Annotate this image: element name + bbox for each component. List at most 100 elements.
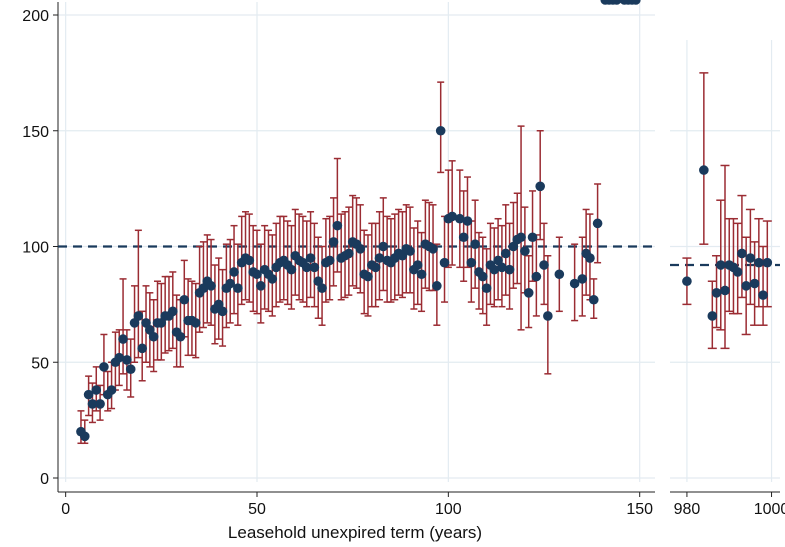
data-point <box>363 271 373 282</box>
data-point <box>682 276 692 287</box>
data-point <box>83 389 94 400</box>
data-point <box>523 288 534 298</box>
data-point <box>267 274 278 284</box>
gridlines <box>58 2 780 482</box>
data-point <box>455 213 465 224</box>
data-point <box>344 248 354 259</box>
data-point <box>416 269 427 280</box>
data-point <box>133 311 144 321</box>
data-point <box>122 355 132 365</box>
data-point <box>707 311 718 321</box>
data-point <box>286 264 297 275</box>
data-point <box>106 385 117 395</box>
error-bars <box>77 0 772 445</box>
data-point <box>470 239 480 249</box>
data-point <box>225 278 236 289</box>
data-point <box>405 246 415 256</box>
data-point <box>711 288 722 298</box>
data-point <box>256 281 266 291</box>
data-point <box>466 257 477 268</box>
y-tick-label: 0 <box>40 471 49 488</box>
y-tick-label: 50 <box>31 355 49 372</box>
data-point <box>715 260 726 270</box>
data-point <box>732 267 743 277</box>
data-point <box>762 257 773 268</box>
data-point <box>737 248 747 259</box>
data-point <box>95 399 105 409</box>
data-point <box>233 283 243 293</box>
data-point <box>175 331 186 342</box>
data-point <box>720 285 730 296</box>
data-point <box>412 260 423 270</box>
data-point <box>317 283 327 293</box>
data-point <box>301 262 312 273</box>
data-point <box>370 262 381 273</box>
data-point <box>481 283 492 293</box>
data-point <box>569 278 580 289</box>
x-tick-label: 0 <box>61 501 70 518</box>
data-point <box>758 290 768 300</box>
data-point <box>477 271 488 282</box>
data-point <box>543 311 553 321</box>
data-point <box>114 352 125 363</box>
data-point <box>754 257 764 268</box>
data-point <box>137 343 147 354</box>
data-point <box>148 331 159 342</box>
x-tick-label: 150 <box>626 501 653 518</box>
data-point <box>592 218 603 229</box>
data-point <box>611 0 622 5</box>
data-point <box>588 294 599 305</box>
data-point <box>435 125 446 136</box>
data-point <box>500 248 511 259</box>
data-point <box>741 281 751 291</box>
data-point <box>428 244 438 254</box>
data-point <box>125 364 136 374</box>
data-point <box>374 253 385 263</box>
data-point <box>631 0 641 5</box>
data-point <box>217 306 228 317</box>
y-tick-label: 150 <box>22 124 49 141</box>
data-point <box>168 306 178 317</box>
data-point <box>585 253 595 263</box>
y-tick-label: 100 <box>22 240 49 257</box>
data-point <box>252 269 262 280</box>
data-point <box>118 334 128 344</box>
data-point <box>458 232 469 243</box>
data-point <box>244 255 255 266</box>
data-point <box>504 264 515 275</box>
data-point <box>79 431 90 442</box>
data-point <box>190 318 201 328</box>
data-point <box>432 281 442 291</box>
data-point <box>355 244 366 254</box>
data-point <box>539 260 549 270</box>
data-point <box>87 399 98 409</box>
data-point <box>527 232 538 243</box>
x-tick-label: 100 <box>435 501 462 518</box>
data-points <box>76 0 773 442</box>
data-point <box>520 246 530 256</box>
x-tick-label: 1000 <box>754 501 785 518</box>
data-point <box>516 232 526 243</box>
x-tick-label: 50 <box>248 501 266 518</box>
data-point <box>749 278 760 289</box>
data-point <box>577 274 588 284</box>
x-axis-label: Leasehold unexpired term (years) <box>228 523 482 542</box>
data-point <box>91 385 102 395</box>
data-point <box>328 237 339 247</box>
data-point <box>309 262 320 273</box>
data-point <box>229 267 239 277</box>
data-point <box>462 216 473 226</box>
data-point <box>531 271 542 282</box>
data-point <box>489 264 500 275</box>
data-point <box>439 257 450 268</box>
y-tick-label: 200 <box>22 8 49 25</box>
data-point <box>332 220 343 231</box>
axes: 0 50 100 150 0 50 100 150 200 980 1000 <box>22 2 785 518</box>
data-point <box>378 241 389 252</box>
data-point <box>745 253 756 263</box>
data-point <box>206 281 216 291</box>
data-point <box>324 255 335 266</box>
data-point <box>497 262 507 273</box>
x-tick-label: 980 <box>674 501 701 518</box>
